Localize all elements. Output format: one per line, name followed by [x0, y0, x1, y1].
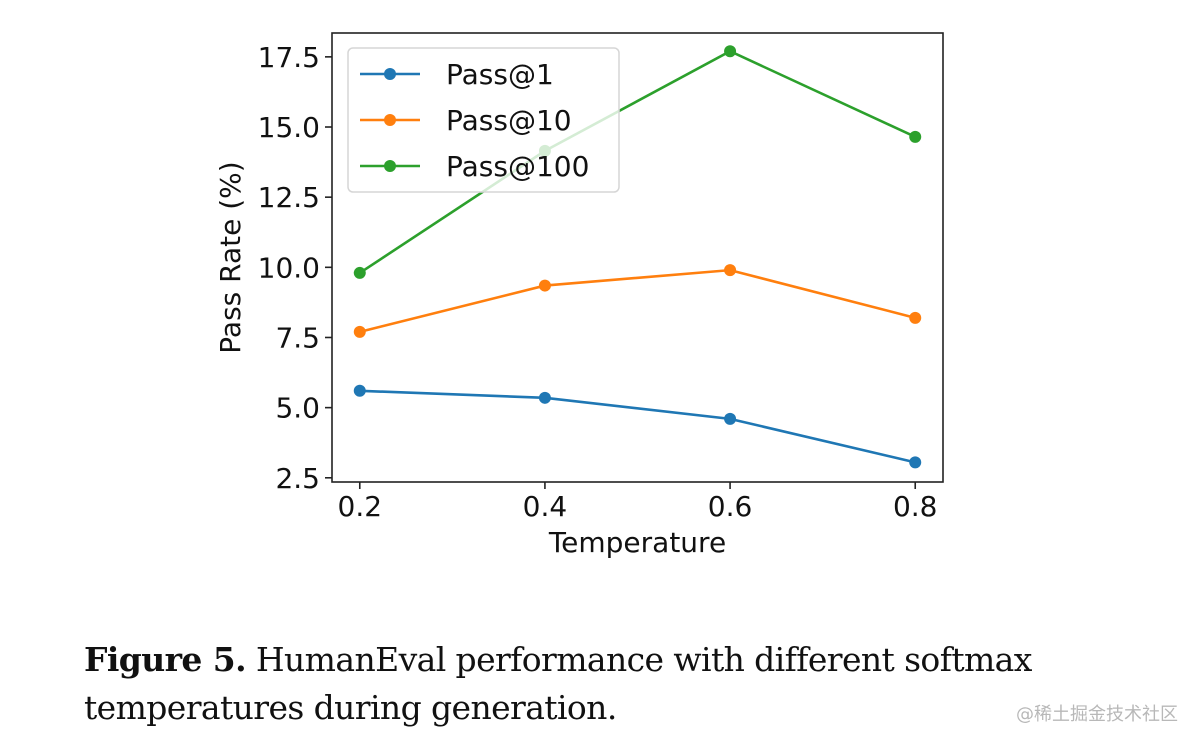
x-tick-label: 0.8	[893, 490, 938, 523]
legend: Pass@1 Pass@10 Pass@100	[347, 47, 620, 193]
series-line	[359, 268, 916, 334]
data-point	[909, 130, 922, 143]
figure-caption: Figure 5. HumanEval performance with dif…	[84, 636, 1084, 732]
y-tick-label: 5.0	[275, 392, 320, 425]
series-layer	[353, 45, 922, 469]
y-tick-label: 2.5	[275, 462, 320, 495]
legend-box	[347, 47, 620, 193]
data-point	[538, 391, 551, 404]
data-point	[909, 311, 922, 324]
y-tick-label: 15.0	[258, 111, 320, 144]
line-chart: 2.5 5.0 7.5 10.0 12.5 15.0 17.5 0.2 0.4 0.6 0.8 Te…	[214, 32, 944, 559]
legend-marker	[384, 68, 396, 80]
data-point	[724, 45, 737, 58]
axes-frame	[331, 32, 944, 483]
watermark: @稀土掘金技术社区	[1016, 704, 1178, 725]
data-point	[724, 264, 737, 277]
legend-item: Pass@1	[360, 58, 554, 91]
data-point	[353, 266, 366, 279]
y-tick-label: 17.5	[258, 41, 320, 74]
series-pass-at-1	[353, 384, 922, 469]
legend-item: Pass@100	[360, 150, 589, 183]
data-point	[724, 412, 737, 425]
x-tick-label: 0.2	[338, 490, 383, 523]
legend-label: Pass@10	[446, 104, 572, 137]
legend-item: Pass@10	[360, 104, 572, 137]
y-tick-label: 7.5	[275, 321, 320, 354]
y-tick-label: 10.0	[258, 251, 320, 284]
ticks-layer: 2.5 5.0 7.5 10.0 12.5 15.0 17.5 0.2 0.4 0.6 0.8	[258, 41, 938, 523]
x-axis-label: Temperature	[548, 526, 726, 559]
data-point	[538, 279, 551, 292]
series-pass-at-10	[353, 264, 922, 338]
series-line	[359, 389, 916, 464]
y-tick-label: 12.5	[258, 181, 320, 214]
data-point	[353, 384, 366, 397]
caption-text: HumanEval performance with different sof…	[84, 640, 1032, 727]
data-point	[353, 325, 366, 338]
legend-label: Pass@100	[446, 150, 589, 183]
legend-label: Pass@1	[446, 58, 554, 91]
x-tick-label: 0.6	[708, 490, 753, 523]
figure-label: Figure 5.	[84, 640, 247, 679]
series-line	[359, 49, 916, 275]
y-axis-label: Pass Rate (%)	[214, 161, 247, 353]
legend-marker	[384, 114, 396, 126]
x-tick-label: 0.4	[523, 490, 568, 523]
legend-marker	[384, 160, 396, 172]
data-point	[909, 456, 922, 469]
